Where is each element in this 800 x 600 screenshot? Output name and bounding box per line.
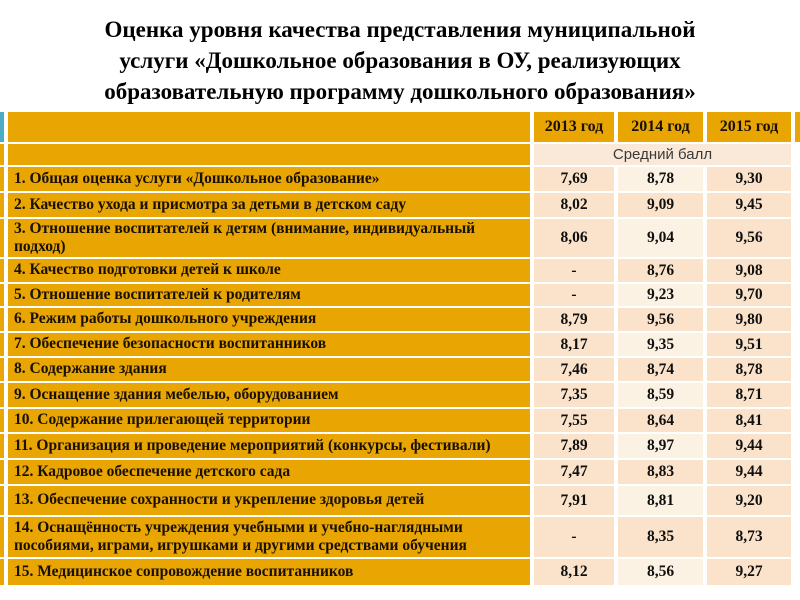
value-cell: - [534,284,614,306]
value-cell: 9,51 [707,333,791,356]
row-label: 10. Содержание прилегающей территории [8,409,530,432]
value-cell: 8,83 [618,460,703,484]
row-label: 11. Организация и проведение мероприятий… [8,434,530,458]
value-cell: 7,47 [534,460,614,484]
value-cell: 9,44 [707,434,791,458]
column-header-year: 2014 год [618,112,703,142]
value-cell: 8,64 [618,409,703,432]
value-cell: 7,55 [534,409,614,432]
row-label: 7. Обеспечение безопасности воспитаннико… [8,333,530,356]
table-corner-cell [0,112,4,142]
cutoff-left-sliver [0,167,4,191]
value-cell: 8,71 [707,383,791,407]
cutoff-left-sliver [0,559,4,585]
column-header-criteria [8,112,530,142]
slide-title: Оценка уровня качества представления мун… [40,14,760,107]
slide-title-line-2: услуги «Дошкольное образования в ОУ, реа… [119,48,681,73]
value-cell: 8,78 [707,358,791,381]
value-cell: 7,35 [534,383,614,407]
value-cell: 9,23 [618,284,703,306]
value-cell: - [534,517,614,557]
value-cell: 8,59 [618,383,703,407]
cutoff-left-sliver [0,460,4,484]
value-cell: 8,76 [618,259,703,282]
row-label: 14. Оснащённость учреждения учебными и у… [8,517,530,557]
cutoff-left-sliver [0,308,4,331]
column-header-year: 2013 год [534,112,614,142]
scores-table: 2013 год 2014 год 2015 год Средний балл 1. О… [0,112,791,585]
row-label: 3. Отношение воспитателей к детям (внима… [8,219,530,257]
value-cell: 8,12 [534,559,614,585]
value-cell: 9,80 [707,308,791,331]
cutoff-left-sliver [0,333,4,356]
cutoff-left-sliver [0,193,4,217]
column-header-year: 2015 год [707,112,791,142]
value-cell: 8,81 [618,486,703,515]
value-cell: 7,91 [534,486,614,515]
cutoff-left-sliver [0,517,4,557]
value-cell: 8,97 [618,434,703,458]
row-label: 15. Медицинское сопровождение воспитанни… [8,559,530,585]
value-cell: 8,56 [618,559,703,585]
cutoff-left-sliver [0,383,4,407]
row-label: 5. Отношение воспитателей к родителям [8,284,530,306]
value-cell: 8,06 [534,219,614,257]
row-label: 6. Режим работы дошкольного учреждения [8,308,530,331]
value-cell: 9,27 [707,559,791,585]
value-cell: 8,02 [534,193,614,217]
value-cell: 9,56 [707,219,791,257]
slide-title-line-1: Оценка уровня качества представления мун… [104,17,696,42]
value-cell: 9,08 [707,259,791,282]
cutoff-left-sliver [0,259,4,282]
cutoff-left-sliver [0,219,4,257]
value-cell: 9,04 [618,219,703,257]
value-cell: 7,46 [534,358,614,381]
value-cell: 8,17 [534,333,614,356]
value-cell: 9,35 [618,333,703,356]
subheader-label-cell [8,144,530,165]
value-cell: 8,41 [707,409,791,432]
row-label: 13. Обеспечение сохранности и укрепление… [8,486,530,515]
cutoff-left-sliver [0,409,4,432]
value-cell: 8,78 [618,167,703,191]
value-cell: 9,70 [707,284,791,306]
value-cell: 8,79 [534,308,614,331]
value-cell: 9,44 [707,460,791,484]
cutoff-left-sliver [0,434,4,458]
row-label: 8. Содержание здания [8,358,530,381]
row-label: 4. Качество подготовки детей к школе [8,259,530,282]
cutoff-left-sliver [0,358,4,381]
value-cell: 9,56 [618,308,703,331]
row-label: 9. Оснащение здания мебелью, оборудовани… [8,383,530,407]
value-cell: 9,30 [707,167,791,191]
row-label: 12. Кадровое обеспечение детского сада [8,460,530,484]
row-label: 1. Общая оценка услуги «Дошкольное образ… [8,167,530,191]
value-cell: 8,35 [618,517,703,557]
slide-title-line-3: образовательную программу дошкольного об… [104,79,696,104]
subheader-average-score: Средний балл [534,144,791,165]
value-cell: 9,45 [707,193,791,217]
value-cell: 8,74 [618,358,703,381]
cutoff-left-sliver [0,144,4,165]
cutoff-left-sliver [0,486,4,515]
value-cell: - [534,259,614,282]
value-cell: 9,20 [707,486,791,515]
value-cell: 7,89 [534,434,614,458]
cutoff-left-sliver [0,284,4,306]
value-cell: 9,09 [618,193,703,217]
cutoff-column-header-sliver [795,112,800,142]
row-label: 2. Качество ухода и присмотра за детьми … [8,193,530,217]
value-cell: 8,73 [707,517,791,557]
value-cell: 7,69 [534,167,614,191]
